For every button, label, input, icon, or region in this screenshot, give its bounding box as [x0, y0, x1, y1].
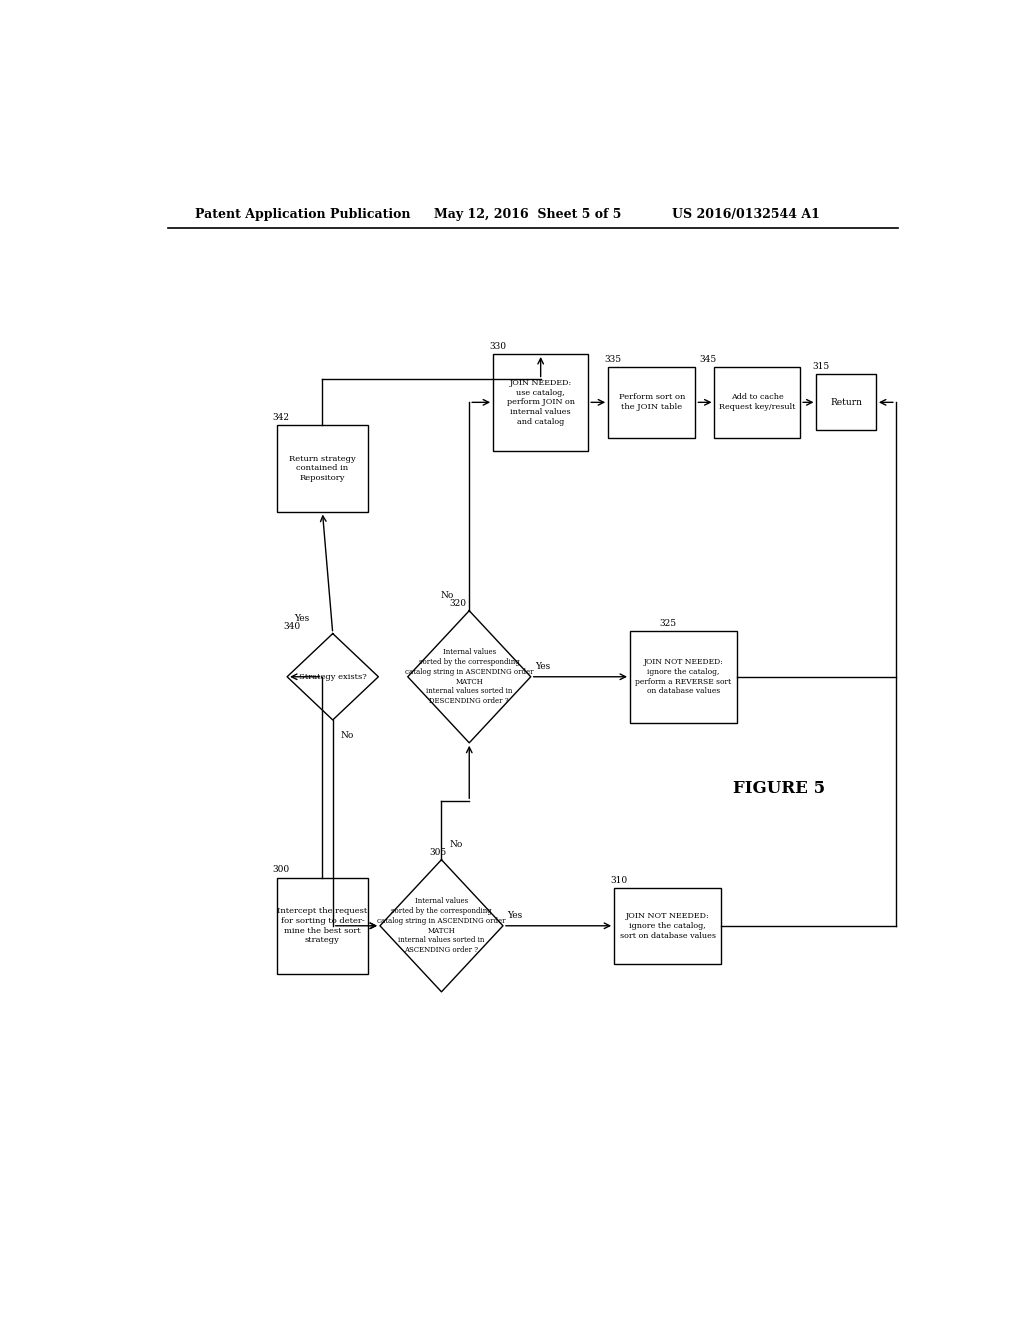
Text: 335: 335	[604, 355, 622, 364]
Text: 330: 330	[489, 342, 506, 351]
Text: Perform sort on
the JOIN table: Perform sort on the JOIN table	[618, 393, 685, 412]
Text: Yes: Yes	[535, 663, 550, 671]
Text: Internal values
sorted by the corresponding
catalog string in ASCENDING order
MA: Internal values sorted by the correspond…	[377, 898, 506, 954]
Text: 340: 340	[284, 622, 300, 631]
Text: No: No	[341, 731, 354, 739]
FancyBboxPatch shape	[608, 367, 695, 438]
Text: US 2016/0132544 A1: US 2016/0132544 A1	[672, 209, 819, 222]
Text: 310: 310	[610, 875, 628, 884]
FancyBboxPatch shape	[276, 878, 368, 974]
FancyBboxPatch shape	[816, 375, 876, 430]
Text: No: No	[440, 591, 454, 601]
Text: 320: 320	[450, 599, 466, 607]
FancyBboxPatch shape	[494, 354, 588, 450]
Text: Strategy exists?: Strategy exists?	[299, 673, 367, 681]
Text: JOIN NEEDED:
use catalog,
perform JOIN on
internal values
and catalog: JOIN NEEDED: use catalog, perform JOIN o…	[507, 379, 574, 426]
Text: Patent Application Publication: Patent Application Publication	[196, 209, 411, 222]
Text: 345: 345	[699, 355, 717, 364]
FancyBboxPatch shape	[715, 367, 800, 438]
Polygon shape	[287, 634, 379, 719]
Text: Yes: Yes	[294, 614, 309, 623]
Text: Return: Return	[830, 397, 862, 407]
Text: 325: 325	[659, 619, 677, 628]
Text: 300: 300	[272, 866, 290, 874]
FancyBboxPatch shape	[614, 887, 721, 964]
Text: Add to cache
Request key/result: Add to cache Request key/result	[719, 393, 796, 412]
Text: Return strategy
contained in
Repository: Return strategy contained in Repository	[289, 454, 355, 482]
Text: Internal values
sorted by the corresponding
catalog string in ASCENDING order
MA: Internal values sorted by the correspond…	[406, 648, 534, 705]
Polygon shape	[408, 611, 530, 743]
Text: 315: 315	[812, 362, 829, 371]
Text: 342: 342	[272, 413, 290, 422]
Text: Yes: Yes	[507, 911, 522, 920]
FancyBboxPatch shape	[630, 631, 737, 722]
Text: JOIN NOT NEEDED:
ignore the catalog,
perform a REVERSE sort
on database values: JOIN NOT NEEDED: ignore the catalog, per…	[636, 659, 731, 696]
Polygon shape	[380, 859, 503, 991]
Text: JOIN NOT NEEDED:
ignore the catalog,
sort on database values: JOIN NOT NEEDED: ignore the catalog, sor…	[620, 912, 716, 940]
FancyBboxPatch shape	[276, 425, 368, 512]
Text: FIGURE 5: FIGURE 5	[733, 780, 824, 797]
Text: 305: 305	[430, 847, 446, 857]
Text: May 12, 2016  Sheet 5 of 5: May 12, 2016 Sheet 5 of 5	[433, 209, 621, 222]
Text: Intercept the request
for sorting to deter-
mine the best sort
strategy: Intercept the request for sorting to det…	[278, 907, 368, 945]
Text: No: No	[450, 840, 463, 849]
